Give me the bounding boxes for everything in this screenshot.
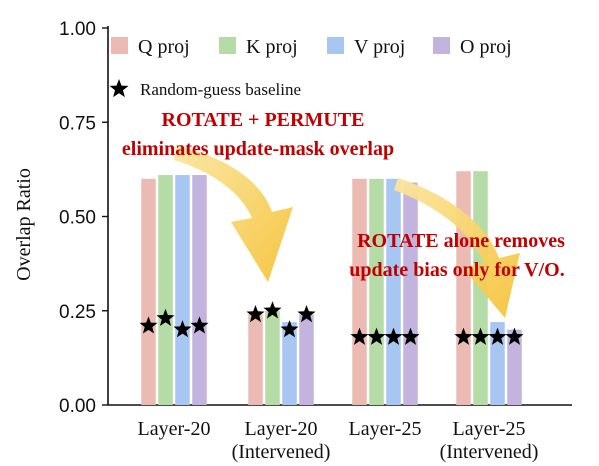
bar <box>158 175 173 405</box>
legend-label: K proj <box>246 36 298 58</box>
baseline-star <box>156 308 175 326</box>
x-tick-label: Layer-25 <box>349 418 422 440</box>
baseline-star <box>471 327 490 345</box>
bar <box>282 322 297 405</box>
bars <box>141 171 522 405</box>
axes: 0.00 0.25 0.50 0.75 1.00 Overlap Ratio Layer-2… <box>13 19 572 463</box>
arrow-1 <box>174 145 293 282</box>
legend-swatch <box>111 37 128 54</box>
baseline-star <box>384 327 403 345</box>
x-tick-label: (Intervened) <box>232 441 331 463</box>
baseline-star <box>505 327 524 345</box>
legend-swatch <box>433 37 450 54</box>
bar <box>386 178 401 405</box>
y-tick-label: 0.50 <box>59 208 96 229</box>
annotation-text: update bias only for V/O. <box>349 259 564 281</box>
bar <box>265 310 280 405</box>
bar <box>456 171 471 405</box>
bar <box>403 182 418 405</box>
legend-swatch <box>219 37 236 54</box>
bar <box>352 178 367 405</box>
x-tick-label: Layer-20 <box>138 418 211 440</box>
legend-star-icon <box>109 79 129 98</box>
legend-label: Q proj <box>138 36 190 58</box>
legend-label: V proj <box>354 36 405 58</box>
bar <box>175 175 190 405</box>
annotations: ROTATE + PERMUTE eliminates update-mask o… <box>122 109 565 281</box>
legend-swatch <box>327 37 344 54</box>
bar <box>141 178 156 405</box>
baseline-star <box>173 320 192 338</box>
arrow-2 <box>394 178 520 318</box>
bar <box>192 175 207 405</box>
bar <box>299 314 314 405</box>
annotation-arrows <box>174 145 520 318</box>
bar <box>248 314 263 405</box>
annotation-text: ROTATE + PERMUTE <box>162 109 365 131</box>
baseline-star <box>350 327 369 345</box>
legend-baseline-label: Random-guess baseline <box>140 80 301 99</box>
baseline-star <box>280 320 299 338</box>
y-axis-label: Overlap Ratio <box>13 168 35 281</box>
x-tick-label: Layer-25 <box>453 418 526 440</box>
baseline-stars <box>139 301 524 345</box>
bar <box>369 178 384 405</box>
baseline-star <box>488 327 507 345</box>
legend: Q proj K proj V proj O proj Random-guess bas… <box>109 36 512 99</box>
baseline-star <box>139 316 158 334</box>
baseline-star <box>401 327 420 345</box>
y-tick-label: 1.00 <box>59 19 96 40</box>
baseline-star <box>454 327 473 345</box>
legend-label: O proj <box>460 36 512 58</box>
annotation-text: ROTATE alone removes <box>357 230 565 252</box>
y-tick-label: 0.25 <box>59 302 96 323</box>
baseline-star <box>263 301 282 319</box>
baseline-star <box>297 305 316 323</box>
y-tick-label: 0.75 <box>59 113 96 134</box>
y-tick-label: 0.00 <box>59 396 96 417</box>
bar <box>507 329 522 405</box>
baseline-star <box>190 316 209 334</box>
x-tick-label: (Intervened) <box>440 441 539 463</box>
annotation-text: eliminates update-mask overlap <box>122 138 394 160</box>
baseline-star <box>367 327 386 345</box>
baseline-star <box>246 305 265 323</box>
x-tick-label: Layer-20 <box>245 418 318 440</box>
